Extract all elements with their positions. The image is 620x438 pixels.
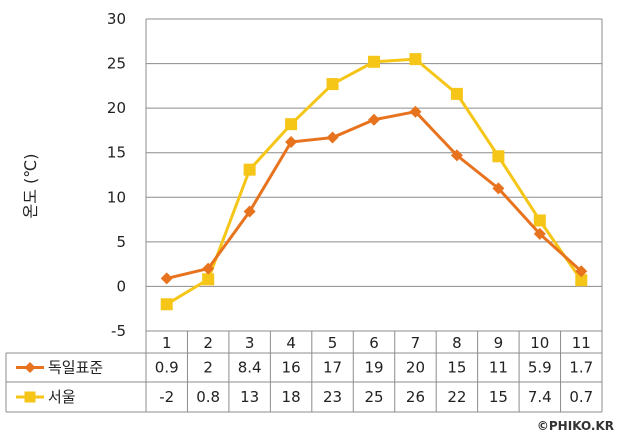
y-tick-label: 25 [107, 55, 126, 73]
y-axis-label: 온도 (℃) [21, 154, 40, 219]
x-tick-label: 1 [162, 334, 172, 352]
x-tick-label: 4 [286, 334, 296, 352]
data-point [285, 118, 298, 131]
data-point [450, 149, 463, 162]
x-tick-label: 9 [494, 334, 504, 352]
table-cell: 8.4 [238, 359, 262, 377]
data-point [575, 265, 588, 278]
x-tick-label: 11 [572, 334, 591, 352]
table-cell: 5.9 [528, 359, 552, 377]
data-point [285, 136, 298, 149]
data-point [368, 55, 380, 68]
table-cell: 0.7 [569, 388, 593, 406]
table-cell: 15 [489, 388, 508, 406]
series-line [166, 110, 583, 280]
table-cell: 7.4 [528, 388, 552, 406]
y-tick-label: 0 [116, 277, 126, 295]
table-cell: 16 [282, 359, 301, 377]
table-cell: 23 [323, 388, 342, 406]
data-point [243, 205, 256, 218]
table-cell: 0.8 [196, 388, 220, 406]
y-tick-label: 15 [107, 144, 126, 162]
x-tick-label: 5 [328, 334, 338, 352]
legend-key-marker [24, 362, 36, 373]
data-point [492, 150, 505, 163]
table-cell: 15 [447, 359, 466, 377]
data-point [326, 131, 339, 144]
data-point [450, 87, 463, 100]
table-cell: 18 [282, 388, 301, 406]
table-cell: 17 [323, 359, 342, 377]
data-point [409, 105, 422, 118]
data-point [243, 163, 256, 176]
y-tick-label: 5 [116, 233, 126, 251]
table-cell: -2 [159, 388, 174, 406]
data-point [533, 227, 546, 240]
data-point [202, 273, 215, 286]
x-tick-label: 10 [530, 334, 549, 352]
data-point [160, 272, 173, 285]
table-cell: 1.7 [569, 359, 593, 377]
y-axis-tick-labels: -5 0 5 10 15 20 25 30 [107, 10, 126, 340]
legend-label: 서울 [48, 388, 76, 406]
data-point [202, 262, 215, 275]
legend-key-marker [24, 391, 36, 403]
series-lines [160, 53, 588, 311]
table-cell: 13 [240, 388, 259, 406]
table-cell: 2 [203, 359, 213, 377]
table-cell: 22 [447, 388, 466, 406]
x-tick-label: 7 [411, 334, 421, 352]
data-point [326, 78, 339, 91]
y-tick-label: 10 [107, 188, 126, 206]
table-cell: 20 [406, 359, 425, 377]
table-cell: 11 [489, 359, 508, 377]
data-point [533, 214, 546, 227]
y-tick-label: 20 [107, 99, 126, 117]
x-tick-label: 6 [369, 334, 379, 352]
table-cell: 19 [364, 359, 383, 377]
data-point [492, 182, 505, 195]
y-tick-label: -5 [111, 322, 126, 340]
data-point [160, 298, 173, 311]
legend-label: 독일표준 [48, 359, 103, 377]
table-cell: 26 [406, 388, 425, 406]
data-point [368, 113, 380, 126]
table-cell: 25 [364, 388, 383, 406]
x-tick-label: 2 [203, 334, 213, 352]
data-point [575, 274, 588, 287]
x-tick-label: 8 [452, 334, 462, 352]
y-tick-label: 30 [107, 10, 126, 28]
data-point [409, 53, 422, 66]
x-tick-label: 3 [245, 334, 255, 352]
watermark: ©PHIKO.KR [537, 419, 614, 433]
table-cell: 0.9 [155, 359, 179, 377]
series-line [165, 57, 583, 306]
